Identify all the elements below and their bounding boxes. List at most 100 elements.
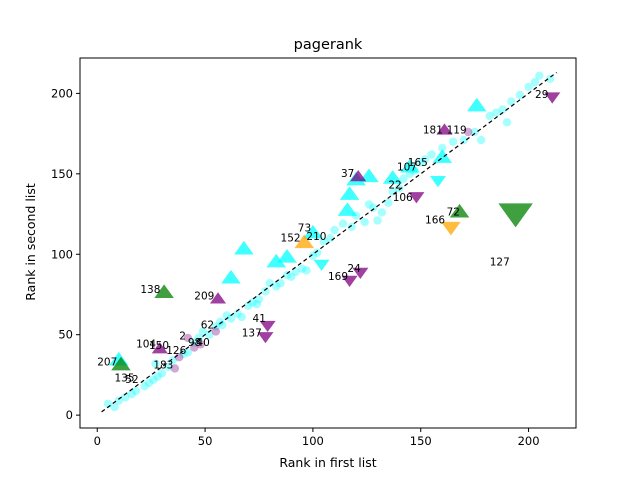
data-point-s5-1: [352, 267, 369, 279]
data-point-s5-3: [259, 320, 276, 333]
data-point-s0-21: [215, 317, 225, 327]
data-point-s0-6: [140, 381, 149, 391]
point-label-210: 210: [306, 231, 326, 243]
data-point-s0-37: [291, 267, 300, 277]
data-point-s0-44: [330, 225, 339, 235]
data-point-s0-65: [470, 127, 479, 137]
data-point-s0-70: [507, 97, 516, 106]
data-point-s0-48: [360, 217, 369, 227]
data-point-s2-4: [277, 248, 297, 263]
point-label-22: 22: [388, 179, 401, 191]
y-axis-label: Rank in second list: [23, 183, 38, 301]
data-point-s0-49: [364, 200, 374, 209]
point-label-207: 207: [97, 356, 117, 368]
data-point-s4-2: [350, 170, 367, 182]
point-label-166: 166: [425, 215, 445, 227]
data-point-s2-12: [432, 149, 453, 163]
data-point-s0-25: [233, 309, 242, 318]
data-point-s2-2: [234, 240, 254, 255]
data-point-s0-31: [261, 287, 270, 296]
data-point-s0-63: [448, 137, 458, 146]
data-point-s3-1: [429, 176, 447, 188]
point-label-165: 165: [408, 157, 428, 169]
point-label-183: 183: [153, 359, 173, 371]
data-point-s8-0: [294, 234, 315, 249]
y-tick-label-200: 200: [51, 86, 73, 100]
data-point-s0-27: [244, 301, 253, 310]
point-label-104: 104: [136, 339, 156, 351]
point-label-72: 72: [447, 207, 460, 219]
data-point-s0-53: [384, 198, 393, 207]
point-label-73: 73: [298, 223, 311, 235]
point-label-107: 107: [397, 162, 417, 174]
data-point-s1-2: [190, 343, 199, 352]
data-point-s2-11: [400, 158, 420, 173]
data-point-s5-5: [544, 92, 561, 104]
data-point-s2-5: [303, 224, 323, 239]
data-point-s9-0: [441, 221, 461, 236]
data-point-s0-36: [287, 272, 296, 281]
point-label-152: 152: [281, 232, 301, 244]
plot-frame: [79, 57, 577, 429]
data-point-s4-1: [209, 292, 227, 304]
point-label-169: 169: [328, 271, 348, 283]
point-label-181: 181: [423, 125, 443, 137]
data-point-s0-66: [476, 135, 486, 145]
data-point-s0-64: [459, 135, 469, 145]
reference-line: [101, 71, 557, 413]
point-label-138: 138: [140, 284, 160, 296]
data-point-s0-8: [149, 375, 158, 384]
data-point-s0-38: [297, 264, 307, 273]
point-label-41: 41: [253, 313, 266, 325]
data-point-s0-35: [282, 270, 292, 280]
y-tick-label-0: 0: [66, 408, 73, 422]
point-label-135: 135: [115, 372, 135, 384]
data-point-s6-0: [111, 356, 131, 371]
point-label-24: 24: [347, 263, 361, 275]
data-point-s2-3: [266, 253, 287, 268]
data-point-s0-13: [168, 356, 177, 365]
data-point-s0-76: [502, 118, 512, 127]
point-label-150: 150: [149, 340, 169, 352]
data-point-s5-4: [408, 192, 425, 204]
data-point-s0-40: [308, 251, 318, 261]
data-point-s0-23: [222, 311, 231, 320]
data-point-s6-2: [449, 203, 470, 218]
data-point-s0-61: [427, 150, 436, 159]
data-point-s0-46: [347, 222, 356, 232]
point-label-98: 98: [188, 337, 201, 349]
y-tick-label-150: 150: [51, 167, 73, 181]
data-point-s0-11: [164, 362, 173, 372]
data-point-s0-56: [399, 174, 408, 183]
data-point-s0-4: [127, 390, 136, 399]
data-point-s1-0: [170, 364, 180, 373]
data-point-s0-10: [157, 369, 167, 378]
data-point-s0-34: [276, 279, 285, 288]
data-point-s0-42: [319, 237, 328, 246]
point-label-37: 37: [341, 168, 354, 180]
point-label-106: 106: [393, 192, 413, 204]
data-point-s2-10: [382, 170, 403, 184]
data-point-s2-13: [467, 97, 487, 112]
point-label-52: 52: [125, 374, 138, 386]
data-point-s0-68: [492, 108, 501, 117]
x-tick-label-0: 0: [94, 434, 101, 448]
data-point-s0-3: [121, 393, 130, 402]
data-point-s0-51: [373, 216, 382, 225]
data-point-s7-0: [498, 203, 533, 228]
point-label-126: 126: [166, 345, 186, 357]
data-point-s1-4: [211, 327, 221, 336]
data-point-s0-62: [438, 143, 447, 153]
data-point-s0-9: [153, 372, 162, 381]
data-point-s0-19: [205, 330, 214, 339]
point-label-127: 127: [490, 257, 510, 269]
chart-title: pagerank: [294, 37, 363, 53]
data-point-s0-41: [313, 248, 322, 257]
y-axis: 0 50 100 150 200: [51, 86, 80, 422]
data-point-s0-29: [252, 299, 262, 309]
data-point-s0-59: [416, 158, 425, 167]
data-point-s4-0: [151, 342, 168, 354]
point-label-119: 119: [447, 125, 467, 137]
